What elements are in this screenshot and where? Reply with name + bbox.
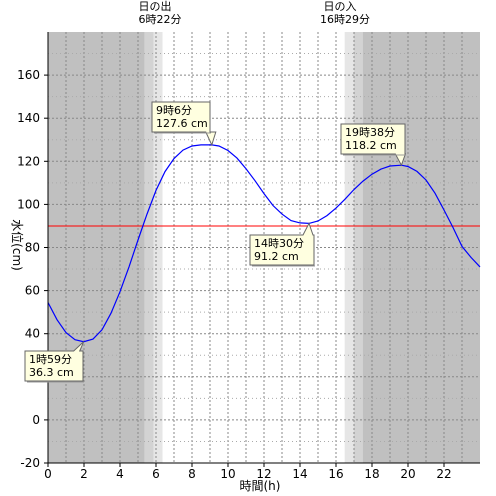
axes-group: 0246810121416182022-20020406080100120140… <box>17 32 480 481</box>
y-tick-label: 100 <box>17 197 40 211</box>
callout-time: 1時59分 <box>29 353 72 366</box>
callout-box <box>24 341 85 382</box>
x-tick-label: 8 <box>188 467 196 481</box>
twilight-band-dawn-2 <box>153 32 163 463</box>
x-tick-label: 20 <box>400 467 415 481</box>
x-tick-label: 22 <box>436 467 451 481</box>
y-tick-label: -20 <box>20 456 40 470</box>
y-tick-label: 40 <box>25 327 40 341</box>
x-tick-label: 6 <box>152 467 160 481</box>
x-tick-label: 14 <box>292 467 307 481</box>
x-tick-label: 2 <box>80 467 88 481</box>
callout-box <box>249 222 315 266</box>
twilight-band-dusk-2 <box>353 32 363 463</box>
x-tick-label: 12 <box>256 467 271 481</box>
x-axis-label: 時間(h) <box>240 479 281 493</box>
sunrise-label: 日の出 <box>139 0 172 13</box>
sunset-time: 16時29分 <box>320 13 370 26</box>
x-tick-label: 16 <box>328 467 343 481</box>
x-tick-label: 0 <box>44 467 52 481</box>
callout-value: 36.3 cm <box>29 366 74 379</box>
callout-value: 91.2 cm <box>254 250 299 263</box>
x-tick-label: 18 <box>364 467 379 481</box>
x-tick-label: 4 <box>116 467 124 481</box>
y-axis-label: 水位(cm) <box>10 219 25 271</box>
series-group <box>47 144 481 343</box>
callout-time: 9時6分 <box>156 104 192 117</box>
y-tick-label: 80 <box>25 241 40 255</box>
callout-time: 14時30分 <box>254 237 304 250</box>
callout-box <box>340 123 407 167</box>
x-tick-label: 10 <box>220 467 235 481</box>
callout-value: 127.6 cm <box>156 117 208 130</box>
y-tick-label: 160 <box>17 68 40 82</box>
sunrise-time: 6時22分 <box>139 13 182 26</box>
y-tick-label: 60 <box>25 284 40 298</box>
callout-value: 118.2 cm <box>345 139 397 152</box>
tide-level-line <box>47 144 481 343</box>
y-tick-label: 120 <box>17 154 40 168</box>
callout-time: 19時38分 <box>345 126 395 139</box>
y-tick-label: 0 <box>32 413 40 427</box>
y-tick-label: 140 <box>17 111 40 125</box>
callout-box <box>151 101 217 147</box>
sunset-label: 日の入 <box>324 0 357 13</box>
